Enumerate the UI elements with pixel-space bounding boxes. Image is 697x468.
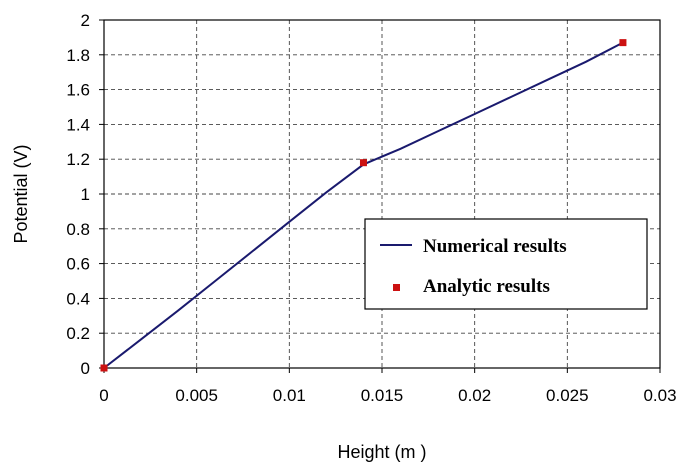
y-tick-label-3: 0.6 (66, 255, 90, 274)
analytic-point-2 (619, 39, 627, 47)
y-axis-title: Potential (V) (11, 144, 31, 243)
legend-box (364, 218, 648, 310)
analytic-point-0 (100, 364, 108, 372)
series-layer (100, 39, 627, 372)
y-tick-label-10: 2 (81, 11, 90, 30)
x-tick-label-0: 0 (99, 386, 108, 405)
tick-labels: 0 0.005 0.01 0.015 0.02 0.025 0.03 0 0.2 0.4 0.6 0.… (66, 11, 676, 405)
analytic-point-1 (359, 159, 367, 167)
legend-swatch-analytic (393, 284, 400, 291)
y-tick-label-4: 0.8 (66, 220, 90, 239)
y-tick-label-7: 1.4 (66, 115, 90, 134)
y-tick-label-5: 1 (81, 185, 90, 204)
x-tick-label-2: 0.01 (273, 386, 306, 405)
y-tick-label-9: 1.8 (66, 46, 90, 65)
x-tick-label-3: 0.015 (361, 386, 404, 405)
series-line-numerical (103, 41, 624, 369)
legend-label-numerical: Numerical results (423, 236, 567, 257)
x-tick-label-4: 0.02 (458, 386, 491, 405)
x-axis-title: Height (m ) (337, 442, 426, 462)
y-tick-label-2: 0.4 (66, 289, 90, 308)
y-tick-label-8: 1.6 (66, 81, 90, 100)
x-tick-label-6: 0.03 (643, 386, 676, 405)
y-tick-label-0: 0 (81, 359, 90, 378)
gridlines (104, 20, 660, 368)
y-tick-label-1: 0.2 (66, 324, 90, 343)
y-tick-label-6: 1.2 (66, 150, 90, 169)
legend: Numerical results Analytic results (364, 218, 648, 310)
legend-label-analytic: Analytic results (423, 276, 550, 297)
x-tick-label-1: 0.005 (175, 386, 218, 405)
x-tick-label-5: 0.025 (546, 386, 589, 405)
